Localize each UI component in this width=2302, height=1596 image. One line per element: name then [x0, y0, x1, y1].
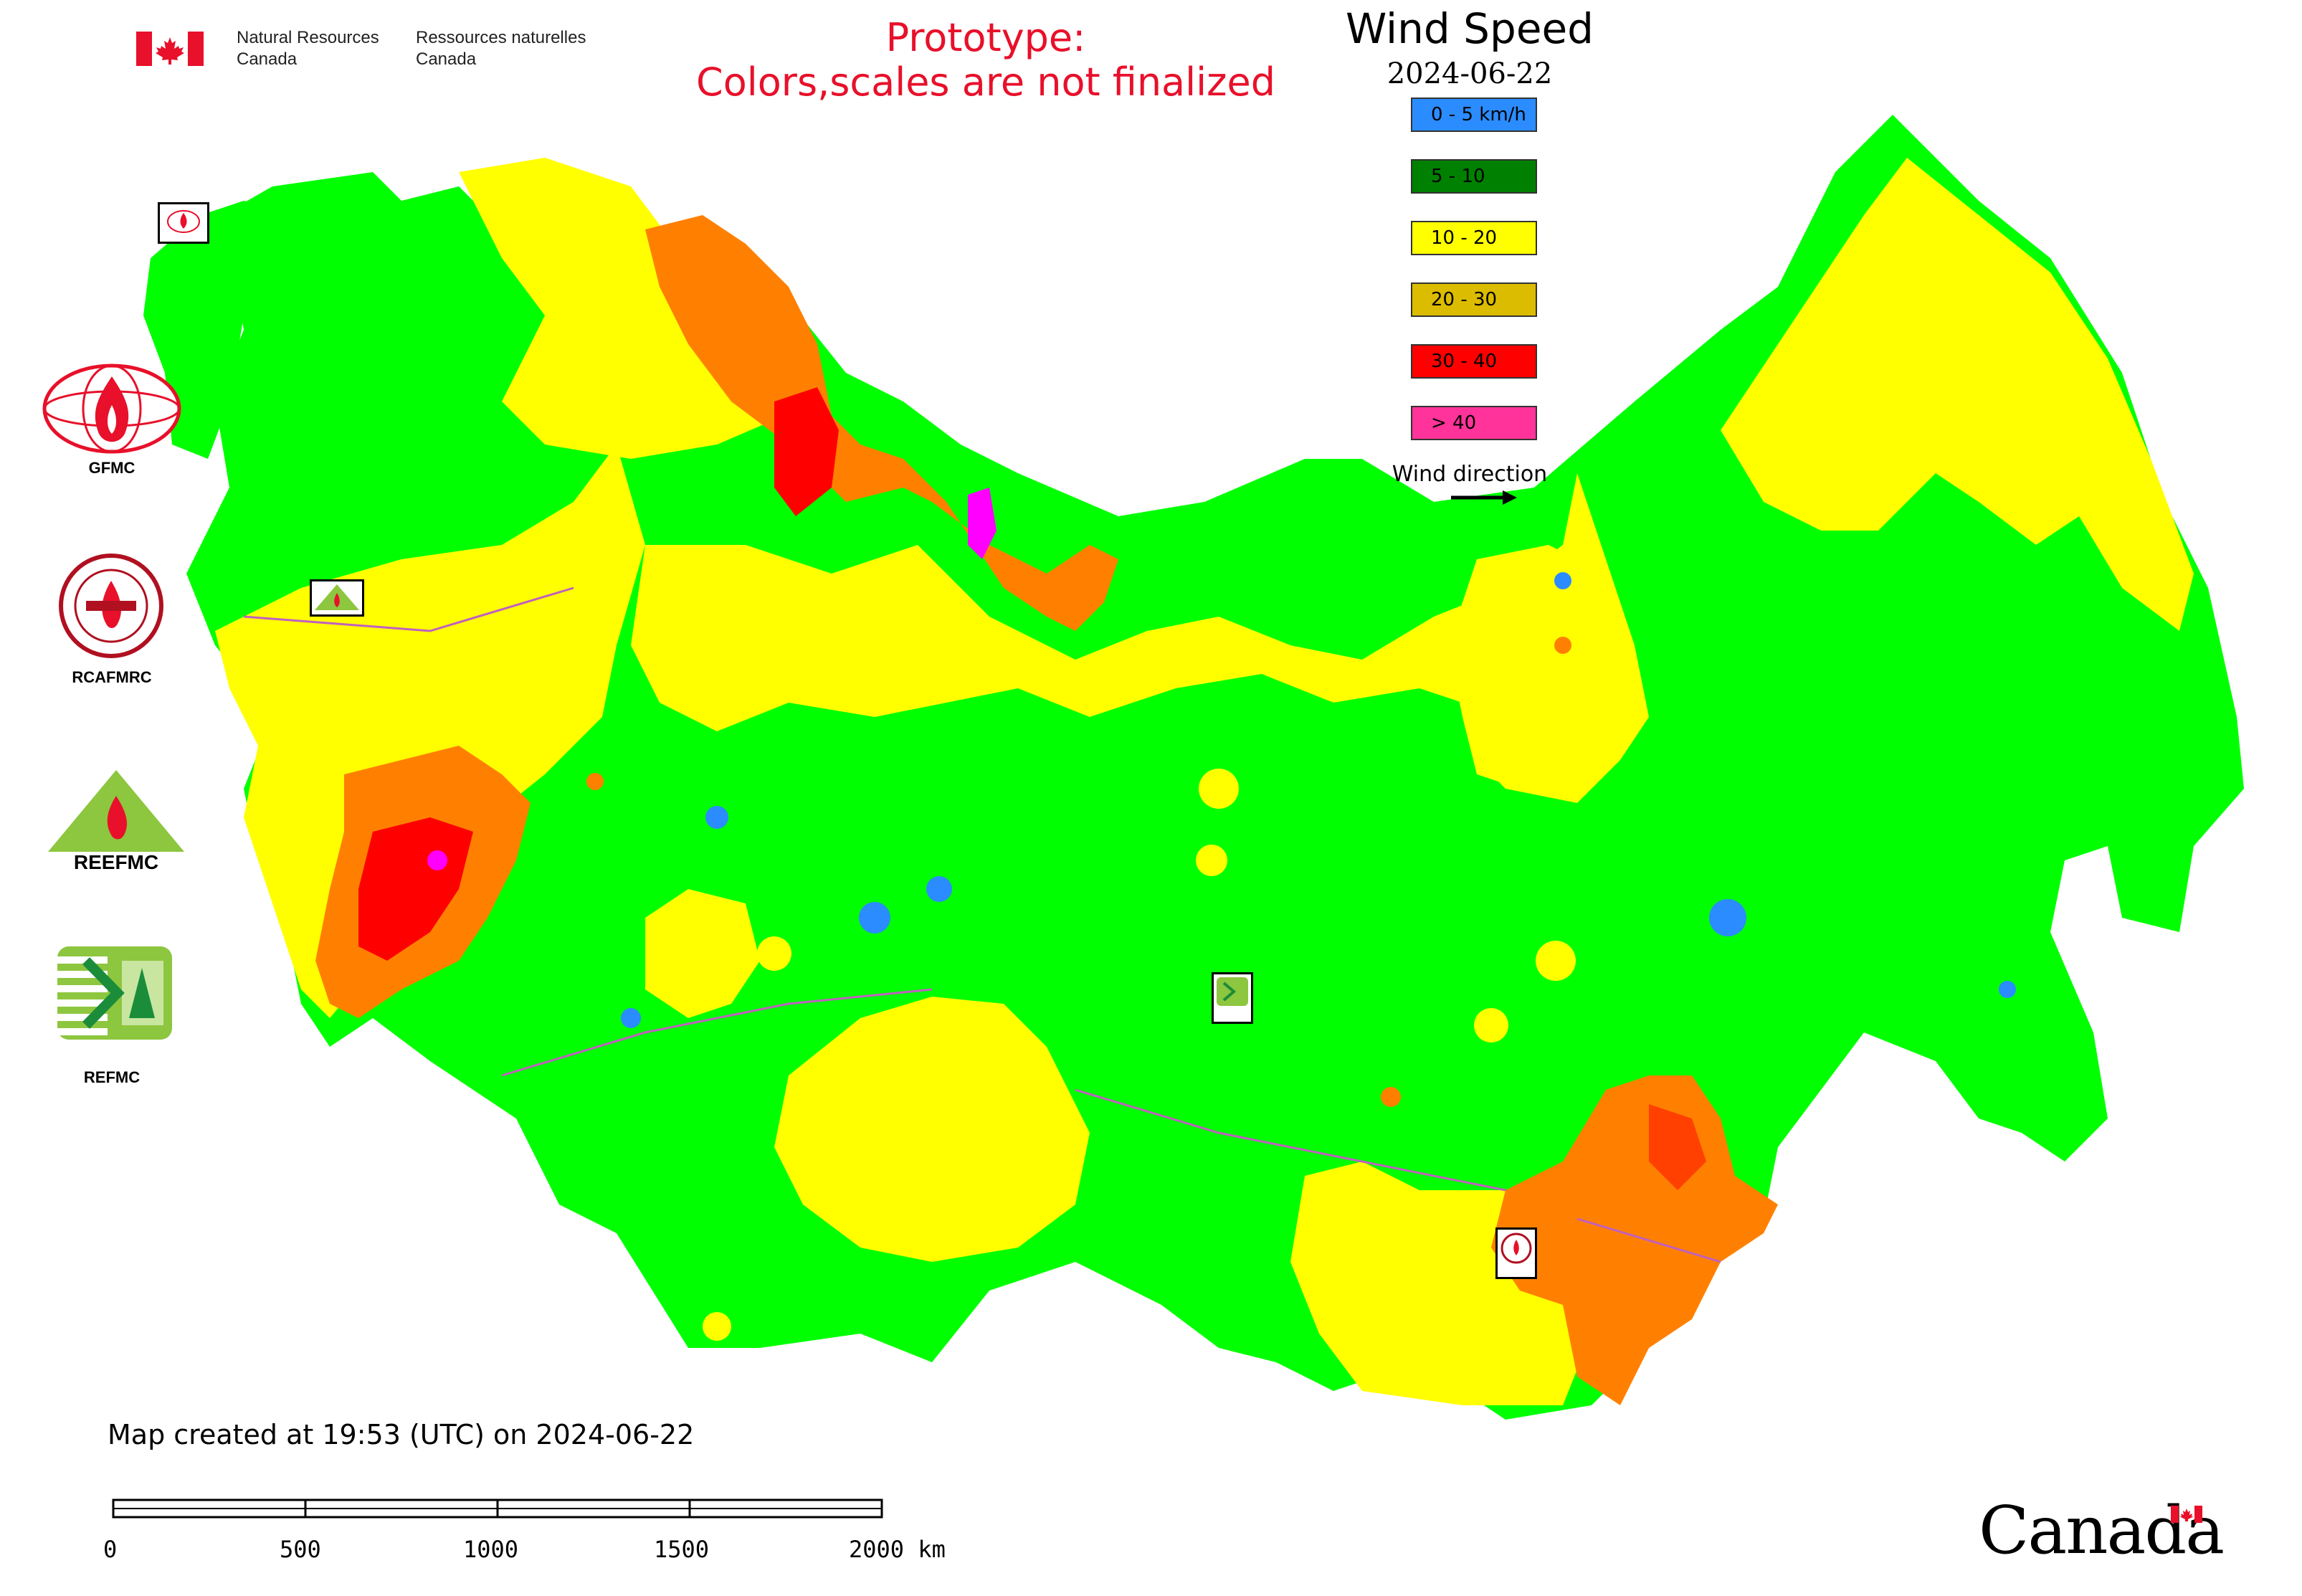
yellow-dot — [1474, 1008, 1508, 1042]
blue-dot — [859, 902, 890, 934]
orange-dot — [586, 773, 604, 790]
reefmc-triangle-icon — [315, 584, 359, 610]
scale-tick-1000: 1000 — [463, 1536, 519, 1563]
yellow-dot — [757, 936, 791, 971]
legend-title: Wind Speed — [1345, 4, 1594, 53]
rcafmrc-seal-icon — [59, 554, 163, 658]
reefmc-map-marker[interactable] — [310, 579, 364, 617]
legend-class-10-20: 10 - 20 — [1411, 221, 1537, 255]
red-manchuria — [1649, 1104, 1706, 1190]
yellow-central-asia — [645, 889, 760, 1018]
department-line: Natural Resources — [237, 28, 379, 47]
refmc-label: REFMC — [83, 1068, 141, 1086]
reefmc-wordmark: REEFMC — [74, 851, 158, 873]
government-signature: Natural Resources Canada Ressources natu… — [136, 27, 595, 77]
legend-date: 2024-06-22 — [1387, 57, 1553, 90]
scale-tick-500: 500 — [280, 1536, 321, 1563]
gfmc-logo-icon — [42, 364, 181, 454]
department-name-fr: Ressources naturelles Canada — [416, 27, 595, 70]
scale-bar: 0 500 1000 1500 2000 km — [103, 1496, 968, 1574]
yellow-dot — [1536, 941, 1576, 981]
prototype-notice-line2: Colors,scales are not finalized — [696, 60, 1275, 105]
yellow-dot — [1196, 845, 1227, 876]
canada-wordmark: Canada — [1979, 1491, 2225, 1570]
map-created-text: Map created at 19:53 (UTC) on 2024-06-22 — [108, 1419, 695, 1450]
scale-tick-2000: 2000 km — [849, 1536, 946, 1563]
rcafmrc-map-marker[interactable] — [1495, 1227, 1537, 1279]
magenta-dot — [427, 850, 447, 870]
orange-dot — [1554, 637, 1571, 654]
yellow-south-central — [774, 997, 1090, 1262]
department-line: Canada — [416, 49, 477, 69]
canada-wordmark-text: Canada — [1979, 1492, 2225, 1569]
yellow-east-blob — [1448, 545, 1620, 789]
gfmc-map-marker[interactable] — [158, 202, 209, 244]
prototype-notice: Prototype: Colors,scales are not finaliz… — [645, 16, 1326, 105]
legend-class-over-40: > 40 — [1411, 406, 1537, 440]
red-ukraine — [358, 817, 473, 961]
gfmc-label: GFMC — [88, 459, 135, 477]
magenta-island — [968, 488, 997, 559]
blue-lake-baikal-dot — [1709, 899, 1746, 936]
scandinavia-region — [143, 201, 301, 459]
legend-class-0-5: 0 - 5 km/h — [1411, 98, 1537, 132]
refmc-sigma-icon — [1217, 977, 1248, 1006]
scale-tick-1500: 1500 — [654, 1536, 710, 1563]
blue-dot — [1999, 981, 2016, 998]
fire-flame-globe-icon — [167, 210, 200, 233]
blue-dot — [1554, 572, 1571, 589]
department-line: Canada — [237, 49, 298, 69]
red-kola — [774, 387, 839, 516]
refmc-logo-icon — [57, 946, 172, 1040]
yellow-east-band — [1721, 158, 2194, 631]
rcafmrc-label: RCAFMRC — [72, 668, 152, 686]
department-name-en: Natural Resources Canada — [237, 27, 401, 70]
fire-center-seal-icon — [1500, 1232, 1532, 1264]
legend-class-5-10: 5 - 10 — [1411, 159, 1537, 194]
orange-dot — [1381, 1087, 1401, 1107]
prototype-notice-line1: Prototype: — [885, 15, 1086, 60]
department-line: Ressources naturelles — [416, 28, 586, 47]
orange-kola — [645, 215, 1118, 631]
orange-manchuria — [1491, 1075, 1778, 1405]
wind-direction-label: Wind direction — [1392, 462, 1548, 487]
blue-dot — [926, 876, 952, 902]
legend-class-20-30: 20 - 30 — [1411, 282, 1537, 317]
blue-dot — [621, 1008, 641, 1028]
yellow-dot — [703, 1312, 731, 1341]
blue-dot — [705, 806, 728, 829]
legend: Wind Speed 2024-06-22 0 - 5 km/h 5 - 10 … — [1333, 3, 1606, 505]
legend-class-30-40: 30 - 40 — [1411, 344, 1537, 379]
canada-wordmark-flag-icon — [2171, 1506, 2202, 1523]
country-border — [243, 586, 1721, 1263]
canada-flag-icon — [136, 32, 204, 66]
reefmc-logo-icon: REEFMC — [37, 770, 195, 873]
refmc-map-marker[interactable] — [1212, 972, 1253, 1024]
wind-arrow-icon — [1451, 490, 1517, 505]
yellow-dot — [1199, 769, 1239, 809]
scale-tick-0: 0 — [103, 1536, 118, 1563]
yellow-central-band — [631, 473, 1649, 803]
scale-bar-graphic — [112, 1498, 883, 1519]
